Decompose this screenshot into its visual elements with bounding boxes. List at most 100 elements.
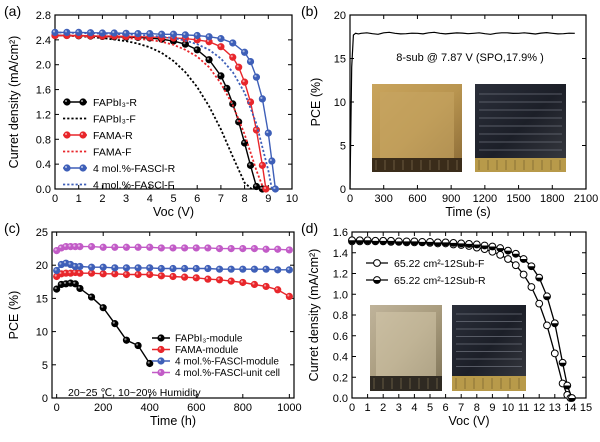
y-tick-label: 0.8 (333, 310, 348, 322)
data-point-shine (101, 265, 104, 268)
data-point-fill (387, 240, 395, 245)
x-axis-label: Voc (V) (449, 414, 490, 428)
y-tick-label: 1.6 (36, 85, 51, 97)
data-point-shine (159, 245, 162, 249)
legend-marker-shine (64, 132, 68, 136)
data-point-shine (54, 274, 57, 277)
data-point (235, 63, 243, 71)
data-point-shine (89, 244, 92, 247)
data-point-shine (205, 266, 209, 269)
x-tick-label: 5 (427, 402, 433, 414)
data-point (274, 245, 282, 253)
data-point (192, 244, 200, 252)
data-point-fill (434, 242, 442, 246)
y-tick-label: 20 (334, 10, 346, 22)
data-point-shine (100, 30, 103, 34)
data-point (246, 58, 255, 66)
data-point (169, 244, 177, 252)
data-point (76, 284, 84, 293)
data-point (169, 264, 177, 273)
data-point-shine (112, 30, 115, 34)
data-point-shine (260, 96, 263, 99)
data-point-shine (236, 65, 239, 68)
y-tick-label: 0.4 (36, 159, 51, 171)
data-point-shine (135, 272, 139, 275)
x-tick-label: 0 (347, 193, 353, 205)
data-point (217, 35, 225, 43)
data-point-shine (73, 264, 76, 267)
series-line-0 (56, 282, 151, 364)
panel-label: (a) (4, 3, 21, 19)
y-axis-label: PCE (%) (309, 78, 323, 127)
data-point-shine (183, 32, 186, 35)
x-tick-label: 1000 (277, 402, 301, 414)
y-tick-label: 5 (42, 360, 48, 372)
data-point-shine (229, 267, 232, 270)
data-point-shine (54, 287, 57, 290)
x-tick-label: 1500 (506, 193, 530, 205)
data-point-shine (68, 244, 71, 247)
legend-marker (79, 164, 87, 172)
data-point-shine (124, 31, 127, 34)
data-point-shine (248, 163, 251, 166)
data-point-shine (218, 44, 221, 47)
storage-conditions: 20~25 ℃, 10~20% Humidity (68, 387, 201, 399)
data-point (110, 29, 118, 37)
data-point-shine (68, 281, 71, 284)
data-point (227, 245, 235, 253)
data-point (134, 243, 142, 251)
y-tick-label: 0 (42, 393, 48, 405)
data-point-shine (266, 130, 269, 134)
x-tick-label: 1 (365, 402, 371, 414)
legend-marker (79, 98, 87, 106)
legend-marker-shine (64, 165, 68, 169)
x-tick-label: 9 (489, 402, 495, 414)
data-point (99, 270, 107, 278)
legend-marker-shine (158, 370, 162, 373)
x-tick-label: 900 (442, 193, 460, 205)
panel-label: (c) (4, 220, 20, 236)
data-point-shine (59, 245, 62, 249)
data-point (87, 263, 96, 271)
data-point-shine (217, 246, 220, 249)
data-point (550, 349, 559, 358)
data-point (146, 264, 154, 272)
data-point-shine (194, 266, 197, 269)
x-tick-label: 600 (187, 402, 205, 414)
y-tick-label: 0.0 (333, 393, 348, 405)
data-point-fill (481, 245, 488, 249)
data-point-shine (252, 267, 255, 270)
data-point (285, 266, 293, 274)
data-point (527, 283, 536, 291)
data-point-shine (240, 246, 243, 249)
data-point-shine (275, 267, 278, 270)
x-tick-label: 400 (141, 402, 159, 414)
legend-marker-shine (80, 132, 84, 136)
photo-ruler (475, 158, 566, 172)
data-point (87, 243, 96, 251)
data-point-fill (535, 277, 543, 282)
data-point-fill (543, 296, 551, 300)
y-tick-label: 10 (36, 327, 48, 339)
data-point-shine (63, 261, 67, 264)
data-point-shine (101, 305, 104, 308)
data-point-shine (77, 264, 81, 267)
x-tick-label: 0 (52, 193, 58, 205)
data-point (239, 245, 247, 253)
legend-entry: FAMA-F (93, 147, 132, 159)
data-point (250, 245, 259, 253)
data-point-shine (89, 294, 92, 298)
data-point-shine (135, 245, 139, 248)
data-point-shine (275, 287, 278, 290)
data-point-fill (450, 242, 457, 247)
data-point-shine (88, 30, 91, 33)
data-point (99, 304, 107, 312)
y-tick-label: 1.0 (333, 289, 348, 301)
data-point (252, 73, 261, 81)
x-tick-label: 2 (99, 193, 105, 205)
spo-trace (349, 31, 575, 190)
x-tick-label: 12 (533, 402, 545, 414)
data-point (227, 277, 235, 285)
x-tick-label: 1 (76, 193, 82, 205)
